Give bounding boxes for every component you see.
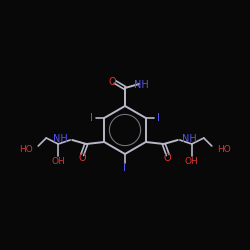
Text: O: O <box>164 153 172 163</box>
Text: O: O <box>108 77 116 87</box>
Text: I: I <box>90 113 93 123</box>
Text: HO: HO <box>217 144 230 154</box>
Text: NH: NH <box>54 134 68 144</box>
Text: I: I <box>124 163 126 173</box>
Text: O: O <box>78 153 86 163</box>
Text: NH: NH <box>134 80 148 90</box>
Text: NH: NH <box>182 134 196 144</box>
Text: OH: OH <box>51 156 65 166</box>
Text: OH: OH <box>185 156 199 166</box>
Text: HO: HO <box>20 144 33 154</box>
Text: I: I <box>157 113 160 123</box>
